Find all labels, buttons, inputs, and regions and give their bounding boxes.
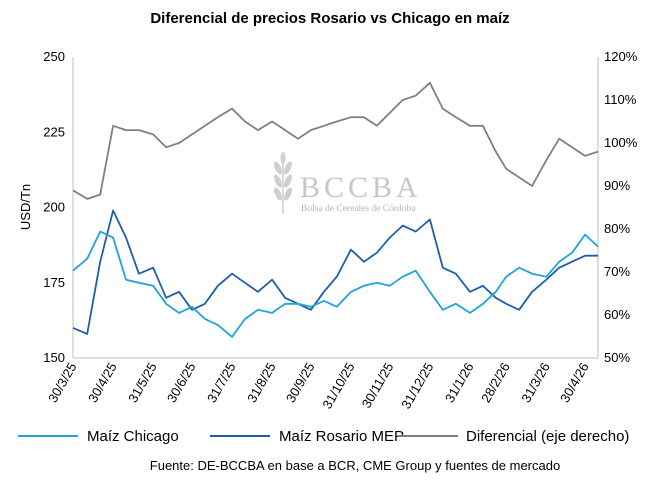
y2-tick-label: 50% bbox=[604, 350, 630, 365]
x-tick-label: 30/4/25 bbox=[85, 360, 120, 405]
x-tick-label: 31/8/25 bbox=[244, 360, 279, 405]
y2-tick-label: 70% bbox=[604, 264, 630, 279]
x-tick-label: 31/7/25 bbox=[204, 360, 239, 405]
x-tick-label: 30/4/26 bbox=[557, 360, 592, 405]
y2-tick-label: 90% bbox=[604, 178, 630, 193]
watermark-subtitle: Bolsa de Cereales de Córdoba bbox=[301, 204, 416, 214]
x-tick-label: 30/11/25 bbox=[359, 360, 397, 410]
y-tick-label: 250 bbox=[43, 49, 65, 64]
x-tick-label: 31/5/25 bbox=[125, 360, 160, 405]
x-tick-label: 31/3/26 bbox=[518, 360, 553, 405]
x-tick-label: 28/2/26 bbox=[478, 360, 513, 405]
y-tick-label: 200 bbox=[43, 200, 65, 215]
x-tick-label: 31/10/25 bbox=[319, 360, 357, 411]
y2-tick-label: 100% bbox=[604, 135, 638, 150]
chart-title: Diferencial de precios Rosario vs Chicag… bbox=[150, 10, 509, 27]
y-tick-label: 175 bbox=[43, 275, 65, 290]
y2-tick-label: 80% bbox=[604, 221, 630, 236]
y2-ticks: 50% 60% 70% 80% 90% 100% 110% 120% bbox=[604, 49, 638, 365]
y2-tick-label: 60% bbox=[604, 307, 630, 322]
x-tick-label: 30/3/25 bbox=[45, 360, 80, 405]
x-tick-label: 31/12/25 bbox=[398, 360, 436, 411]
wheat-logo-icon bbox=[273, 152, 293, 214]
series-line-0 bbox=[72, 230, 599, 338]
legend-label-rosario: Maíz Rosario MEP bbox=[279, 428, 404, 445]
watermark-name: BCCBA bbox=[300, 171, 422, 204]
x-tick-label: 30/6/25 bbox=[164, 360, 199, 405]
y-ticks: 150 175 200 225 250 bbox=[43, 49, 65, 365]
y2-tick-label: 110% bbox=[604, 92, 637, 107]
series-line-1 bbox=[72, 209, 598, 335]
series-lines bbox=[72, 81, 599, 338]
y-tick-label: 225 bbox=[43, 124, 65, 139]
series-line-2 bbox=[72, 81, 599, 200]
legend: Maíz Chicago Maíz Rosario MEP Diferencia… bbox=[18, 428, 629, 445]
legend-label-chicago: Maíz Chicago bbox=[87, 428, 179, 445]
y2-tick-label: 120% bbox=[604, 49, 638, 64]
y-axis-label: USD/Tn bbox=[18, 184, 33, 230]
legend-label-diferencial: Diferencial (eje derecho) bbox=[466, 428, 629, 445]
x-tick-label: 30/9/25 bbox=[283, 360, 318, 405]
x-ticks: 30/3/25 30/4/25 31/5/25 30/6/25 31/7/25 31/8/… bbox=[45, 360, 592, 411]
x-tick-label: 31/1/26 bbox=[442, 360, 477, 405]
source-note: Fuente: DE-BCCBA en base a BCR, CME Grou… bbox=[150, 458, 560, 473]
watermark: BCCBA Bolsa de Cereales de Córdoba bbox=[273, 152, 422, 214]
y-tick-label: 150 bbox=[43, 350, 65, 365]
